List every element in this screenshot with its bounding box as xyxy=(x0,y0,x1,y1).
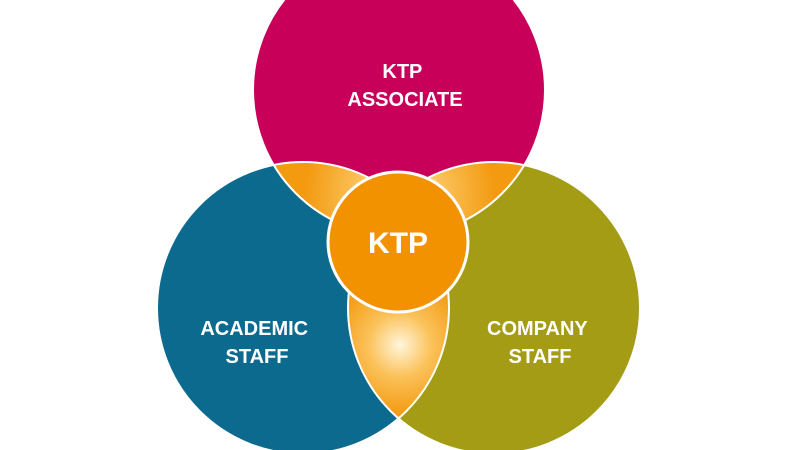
center-ktp-label: KTP xyxy=(368,227,428,260)
academic-staff-label: ACADEMIC STAFF xyxy=(200,318,313,368)
company-staff-label: COMPANY STAFF xyxy=(487,318,593,368)
academic-staff-label-line-1: ACADEMIC xyxy=(200,318,308,340)
ktp-associate-label: KTP ASSOCIATE xyxy=(347,61,462,111)
ktp-associate-label-line-2: ASSOCIATE xyxy=(347,89,462,111)
center-ktp-circle xyxy=(326,170,470,314)
company-staff-label-line-1: COMPANY xyxy=(487,318,588,340)
academic-staff-label-line-2: STAFF xyxy=(226,346,289,368)
company-staff-label-line-2: STAFF xyxy=(509,346,572,368)
ktp-associate-label-line-1: KTP xyxy=(382,61,422,83)
